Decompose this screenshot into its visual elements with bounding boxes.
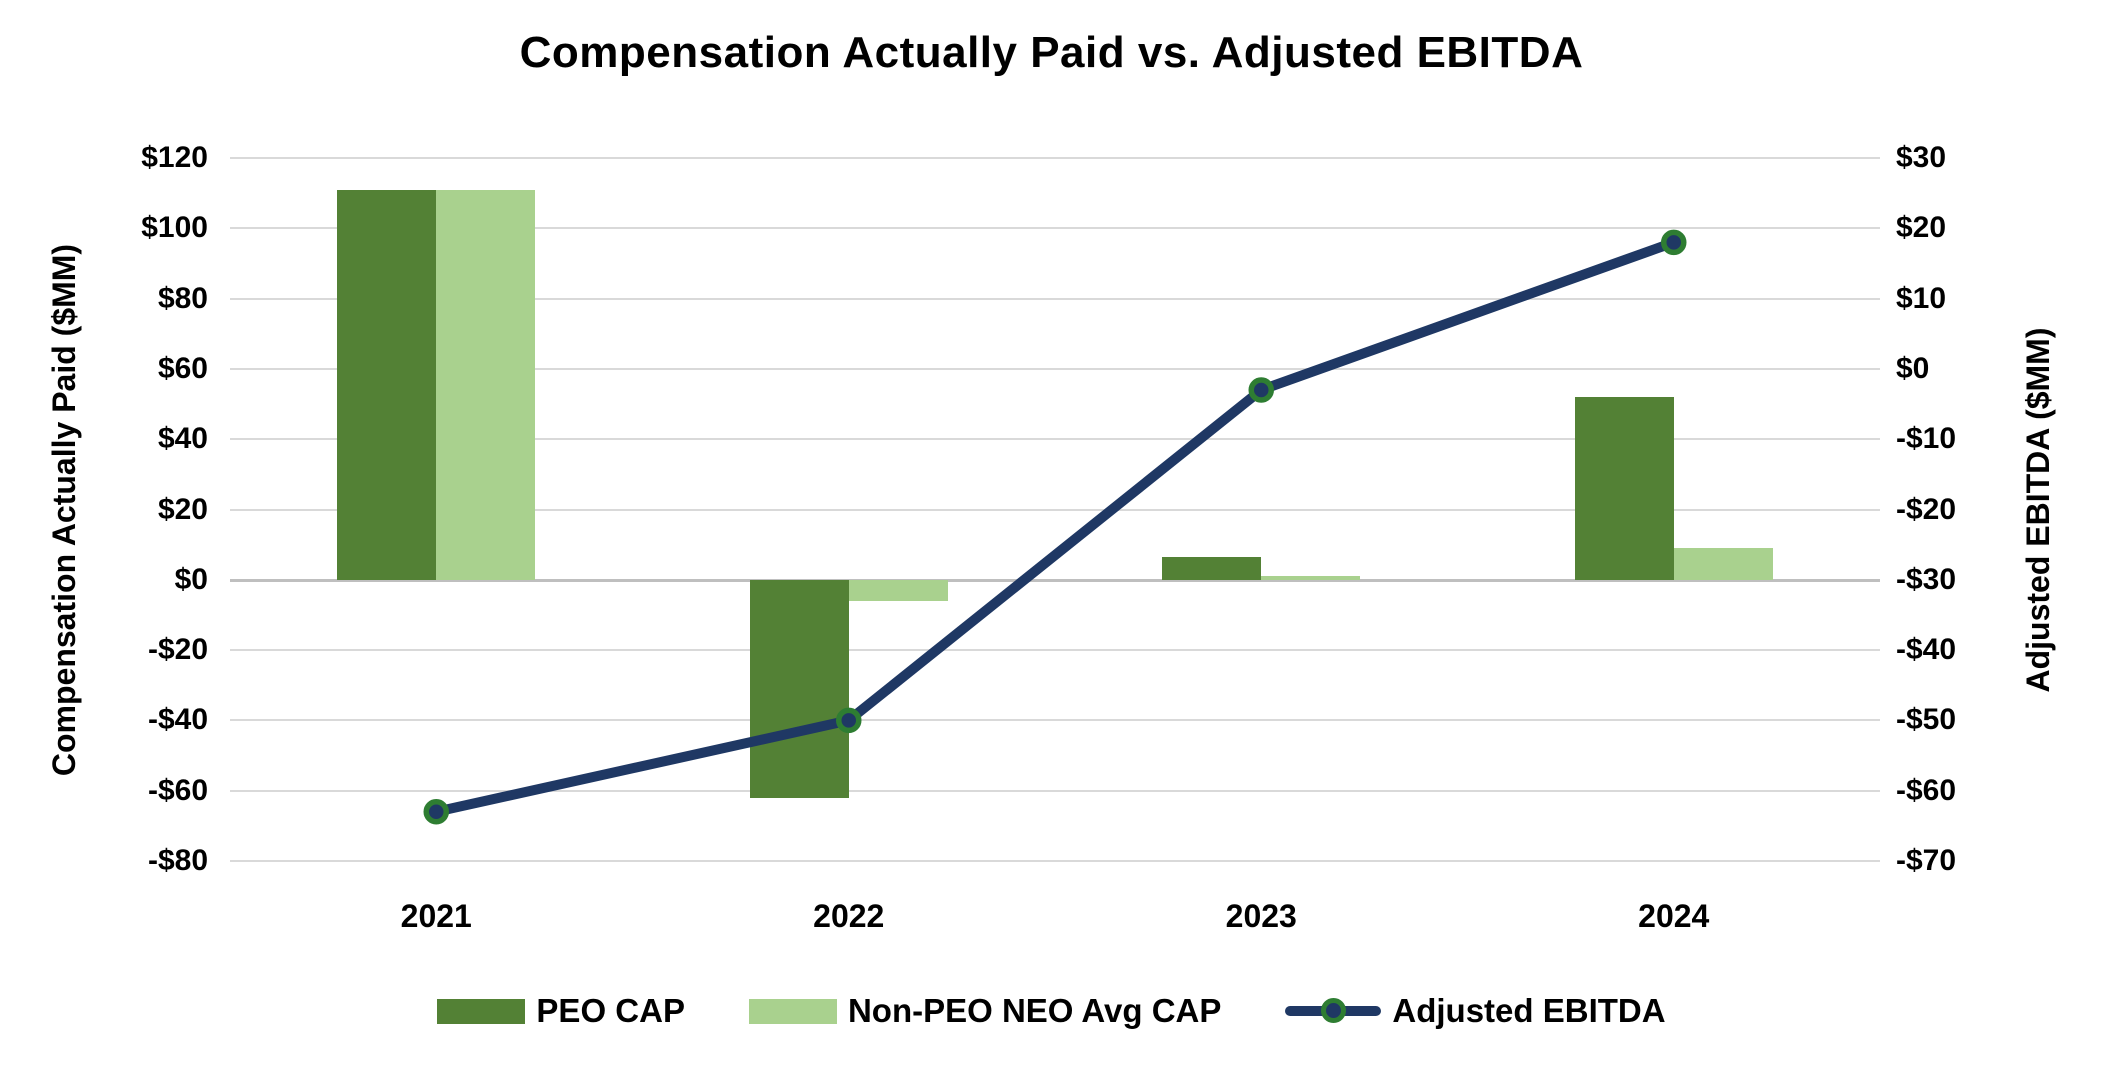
bar-peo-cap-2022 [749, 579, 849, 798]
legend-item-non-peo-neo-avg-cap: Non-PEO NEO Avg CAP [748, 992, 1222, 1030]
left-axis-tick-label: $0 [174, 562, 208, 596]
right-axis-tick-label: $20 [1896, 211, 1947, 245]
legend-label-non-peo-neo-avg-cap: Non-PEO NEO Avg CAP [847, 992, 1222, 1029]
legend: PEO CAP Non-PEO NEO Avg CAP Adjusted EBITD… [0, 986, 2103, 1036]
right-axis-tick-label: -$30 [1896, 562, 1957, 596]
right-axis-tick-label: -$20 [1896, 492, 1957, 526]
right-axis-tick-label: -$40 [1896, 633, 1957, 667]
right-axis-tick-label: $30 [1896, 141, 1947, 174]
x-axis-label-2022: 2022 [813, 898, 885, 934]
left-axis-tick-label: -$80 [147, 844, 208, 877]
left-axis-tick-label: $100 [141, 211, 208, 245]
x-axis-label-2023: 2023 [1225, 898, 1297, 934]
legend-item-peo-cap: PEO CAP [437, 992, 685, 1030]
right-axis-tick-label: -$70 [1896, 844, 1957, 877]
left-axis-tick-label: -$40 [147, 703, 208, 737]
gridline [230, 649, 1880, 652]
legend-line-marker [1321, 998, 1347, 1023]
bar-peo-cap-2021 [337, 189, 437, 580]
left-axis-tick-label: $80 [157, 281, 208, 315]
legend-item-adjusted-ebitda: Adjusted EBITDA [1285, 992, 1666, 1030]
gridline [230, 860, 1880, 862]
legend-line-sample-adjusted-ebitda [1285, 997, 1382, 1025]
left-axis-tick-label: $120 [141, 141, 208, 174]
marker-adjusted-ebitda-2021 [423, 799, 449, 825]
right-axis-tick-label: -$60 [1896, 773, 1957, 807]
left-axis-tick-label: -$20 [147, 633, 208, 667]
gridline [230, 719, 1880, 722]
right-axis-tick-label: -$10 [1896, 422, 1957, 456]
right-axis-tick-label: $10 [1896, 281, 1947, 315]
right-axis-tick-label: $0 [1896, 351, 1930, 385]
legend-label-adjusted-ebitda: Adjusted EBITDA [1392, 992, 1666, 1029]
left-axis-tick-label: -$60 [147, 773, 208, 807]
left-axis-tick-label: $40 [157, 422, 208, 456]
right-axis-tick-label: -$50 [1896, 703, 1957, 737]
bar-non-peo-neo-avg-cap-2023 [1261, 576, 1361, 580]
legend-swatch-peo-cap [437, 998, 526, 1024]
gridline [230, 789, 1880, 792]
x-axis-label-2024: 2024 [1638, 898, 1710, 934]
bar-non-peo-neo-avg-cap-2021 [436, 189, 536, 580]
gridline [230, 227, 1880, 230]
left-axis-tick-label: $20 [157, 492, 208, 526]
x-axis-label-2021: 2021 [400, 898, 472, 934]
gridline [230, 157, 1880, 159]
bar-peo-cap-2023 [1162, 556, 1262, 580]
chart-title: Compensation Actually Paid vs. Adjusted … [519, 28, 1584, 77]
plot-area [230, 157, 1880, 862]
legend-label-peo-cap: PEO CAP [536, 992, 685, 1029]
line-adjusted-ebitda [431, 237, 1679, 817]
left-axis-tick-label: $60 [157, 351, 208, 385]
marker-adjusted-ebitda-2023 [1248, 377, 1274, 403]
legend-swatch-non-peo-neo-avg-cap [748, 998, 837, 1024]
bar-non-peo-neo-avg-cap-2024 [1673, 548, 1773, 580]
bar-non-peo-neo-avg-cap-2022 [848, 579, 948, 601]
marker-adjusted-ebitda-2024 [1661, 229, 1687, 256]
bar-peo-cap-2024 [1574, 397, 1674, 580]
